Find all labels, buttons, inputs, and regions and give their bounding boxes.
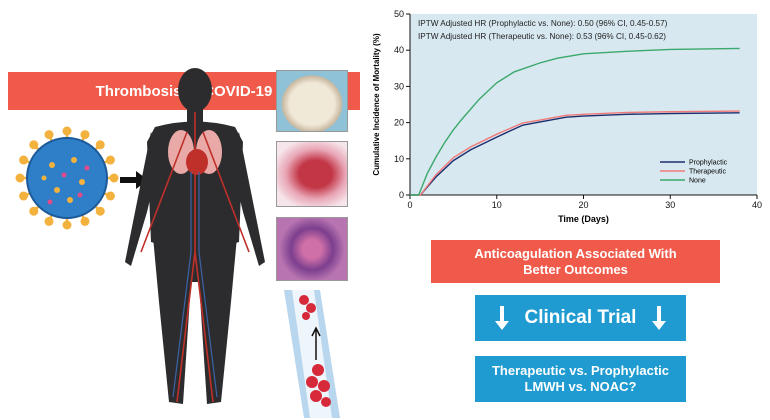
legend-label: Prophylactic	[689, 160, 728, 167]
arrow-down-icon	[652, 306, 667, 330]
mortality-chart: 0 10 20 30 40 50 0 10 20 30 40 Time (Days) Cumulativ…	[372, 9, 762, 224]
x-tick-label: 10	[492, 200, 502, 210]
question-banner: Therapeutic vs. Prophylactic LMWH vs. NO…	[475, 356, 686, 402]
lung-tissue-image	[276, 141, 348, 207]
clinical-trial-label: Clinical Trial	[524, 307, 637, 328]
legend-label: None	[689, 178, 706, 185]
x-tick-label: 0	[407, 200, 412, 210]
hr-annotation: IPTW Adjusted HR (Therapeutic vs. None):…	[418, 32, 666, 41]
hr-annotation: IPTW Adjusted HR (Prophylactic vs. None)…	[418, 19, 668, 28]
y-tick-label: 0	[399, 190, 404, 200]
series-line-prophylactic	[410, 112, 740, 196]
y-tick-label: 30	[394, 81, 404, 91]
arrow-down-icon	[494, 306, 509, 330]
histology-image	[276, 217, 348, 281]
y-tick-label: 40	[394, 45, 404, 55]
blood-vessel-clot-illustration	[276, 290, 348, 418]
legend-label: Therapeutic	[689, 169, 726, 176]
x-axis-label: Time (Days)	[558, 214, 609, 224]
question-line2: LMWH vs. NOAC?	[524, 379, 637, 394]
virus-icon	[15, 126, 119, 230]
x-tick-label: 40	[752, 200, 762, 210]
plot-background	[410, 14, 757, 195]
x-tick-label: 20	[578, 200, 588, 210]
y-tick-label: 20	[394, 118, 404, 128]
y-tick-label: 50	[394, 9, 404, 19]
question-line1: Therapeutic vs. Prophylactic	[491, 363, 669, 378]
series-line-therapeutic	[410, 110, 740, 196]
y-tick-label: 10	[394, 154, 404, 164]
series-line-none	[410, 47, 740, 196]
brain-slice-image	[276, 70, 348, 132]
x-tick-label: 30	[665, 200, 675, 210]
clinical-trial-banner: Clinical Trial	[475, 295, 686, 341]
y-axis-label: Cumulative Incidence of Mortality (%)	[372, 33, 381, 176]
human-body-illustration	[125, 68, 265, 404]
finding-banner: Anticoagulation Associated With Better O…	[431, 240, 720, 283]
